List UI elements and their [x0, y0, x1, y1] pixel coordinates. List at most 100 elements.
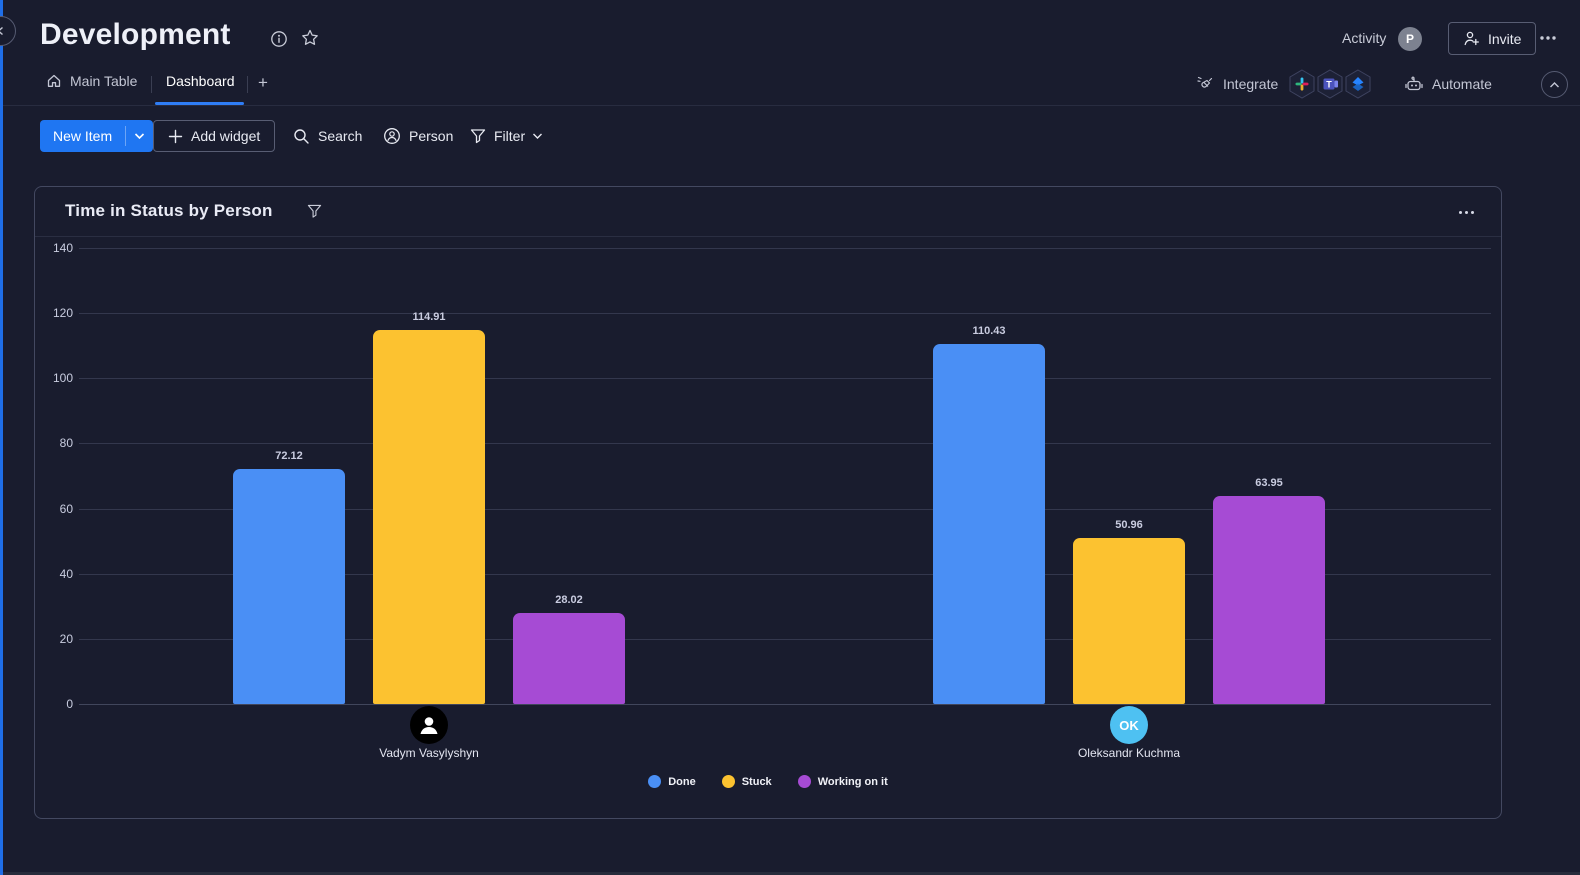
collapse-header-button[interactable] [1541, 71, 1568, 98]
person-plus-icon [1464, 31, 1479, 46]
person-filter-button[interactable]: Person [373, 120, 463, 152]
automate-label: Automate [1432, 76, 1492, 92]
gridline [79, 704, 1491, 705]
tab-label: Dashboard [166, 73, 235, 89]
bar-done[interactable] [933, 344, 1045, 704]
legend-label: Working on it [817, 775, 888, 788]
legend-color-dot [721, 775, 735, 788]
gridline [79, 313, 1491, 315]
gridline [79, 508, 1491, 510]
plus-icon [168, 129, 183, 143]
bar-value-label: 72.12 [275, 450, 303, 463]
chevron-down-icon [135, 133, 145, 140]
active-tab-indicator [155, 102, 244, 105]
board-menu-button[interactable] [1538, 28, 1558, 48]
info-icon [271, 31, 287, 47]
person-avatar[interactable] [410, 706, 448, 744]
gridline [79, 443, 1491, 445]
category-label: Vadym Vasylyshyn [379, 746, 479, 760]
bottom-edge [3, 872, 1580, 875]
automate-button[interactable]: Automate [1404, 68, 1492, 100]
person-silhouette-icon [420, 717, 438, 734]
plug-icon [1197, 76, 1213, 88]
favorite-star-button[interactable] [300, 28, 320, 48]
chevron-up-icon [1550, 81, 1559, 87]
bar-working-on-it[interactable] [1213, 495, 1325, 704]
bar-stuck[interactable] [1073, 538, 1185, 704]
integrate-button[interactable]: Integrate [1196, 68, 1278, 100]
bar-value-label: 110.43 [972, 325, 1006, 338]
tab-separator [151, 76, 152, 93]
legend-item[interactable]: Working on it [797, 775, 888, 788]
bar-value-label: 114.91 [412, 310, 446, 323]
add-widget-label: Add widget [191, 128, 261, 144]
category-label: Oleksandr Kuchma [1077, 746, 1181, 760]
y-axis-tick-label: 140 [52, 241, 73, 255]
gridline [79, 573, 1491, 575]
integration-badges: T [1289, 68, 1374, 100]
tab-label: Main Table [70, 73, 138, 89]
filter-label: Filter [494, 128, 526, 144]
widget-header: Time in Status by Person [35, 187, 1501, 237]
chevron-down-icon [533, 133, 542, 139]
board-info-button[interactable] [270, 30, 288, 48]
y-axis-tick-label: 0 [66, 697, 73, 711]
gridline [79, 638, 1491, 640]
microsoft-teams-integration-icon: T [1317, 69, 1343, 99]
y-axis-tick-label: 20 [59, 631, 73, 646]
search-icon [294, 128, 309, 144]
person-avatar[interactable]: OK [1110, 706, 1148, 744]
bar-value-label: 50.96 [1115, 519, 1143, 532]
legend-color-dot [797, 775, 811, 788]
robot-icon [1405, 76, 1423, 91]
integrate-label: Integrate [1223, 76, 1279, 92]
person-icon [384, 128, 400, 144]
legend-item[interactable]: Stuck [721, 775, 772, 788]
filter-funnel-icon [307, 204, 322, 218]
widget-title: Time in Status by Person [65, 201, 273, 220]
legend-label: Done [668, 775, 696, 788]
tab-dashboard[interactable]: Dashboard [166, 73, 235, 89]
search-label: Search [318, 128, 363, 144]
legend-item[interactable]: Done [648, 775, 696, 788]
new-item-button[interactable]: New Item [40, 120, 154, 152]
filter-dropdown-button[interactable] [528, 120, 547, 152]
bar-working-on-it[interactable] [513, 612, 625, 704]
widget-menu-button[interactable] [1458, 206, 1475, 219]
y-axis-tick-label: 60 [59, 501, 73, 516]
y-axis-tick-label: 120 [52, 306, 73, 321]
bar-value-label: 28.02 [555, 593, 583, 606]
y-axis-tick-label: 40 [59, 566, 73, 581]
button-divider [125, 126, 127, 146]
filter-button[interactable]: Filter [460, 120, 535, 152]
add-view-button[interactable]: + [258, 73, 268, 92]
chart-legend: Done Stuck Working on it [35, 775, 1501, 788]
invite-button[interactable]: Invite [1448, 22, 1537, 55]
new-item-dropdown[interactable] [126, 120, 153, 152]
add-widget-button[interactable]: Add widget [153, 120, 276, 152]
activity-link[interactable]: Activity [1342, 30, 1387, 46]
ellipsis-icon [1459, 211, 1474, 214]
ellipsis-icon [1540, 36, 1556, 40]
tab-main-table[interactable]: Main Table [46, 73, 137, 89]
chart-widget: Time in Status by Person Done Stuck Workin… [34, 186, 1502, 819]
avatar[interactable]: P [1398, 27, 1422, 51]
tab-separator [247, 76, 248, 93]
legend-color-dot [648, 775, 662, 788]
chevron-left-icon [0, 26, 3, 36]
jira-integration-icon [1345, 69, 1371, 99]
search-button[interactable]: Search [283, 120, 372, 152]
home-icon [47, 74, 61, 87]
new-item-label: New Item [53, 128, 113, 144]
bar-stuck[interactable] [373, 329, 485, 704]
star-icon [302, 29, 318, 45]
y-axis-tick-label: 80 [59, 436, 73, 451]
collapse-sidebar-button[interactable] [0, 16, 16, 46]
bar-chart: Done Stuck Working on it 0 20 40 60 80 100 120 14… [35, 237, 1501, 818]
bar-value-label: 63.95 [1255, 476, 1283, 489]
filter-funnel-icon [470, 129, 486, 144]
svg-text:T: T [1326, 80, 1332, 90]
bar-done[interactable] [233, 469, 345, 704]
page-title: Development [40, 18, 231, 51]
widget-filter-button[interactable] [307, 203, 322, 219]
